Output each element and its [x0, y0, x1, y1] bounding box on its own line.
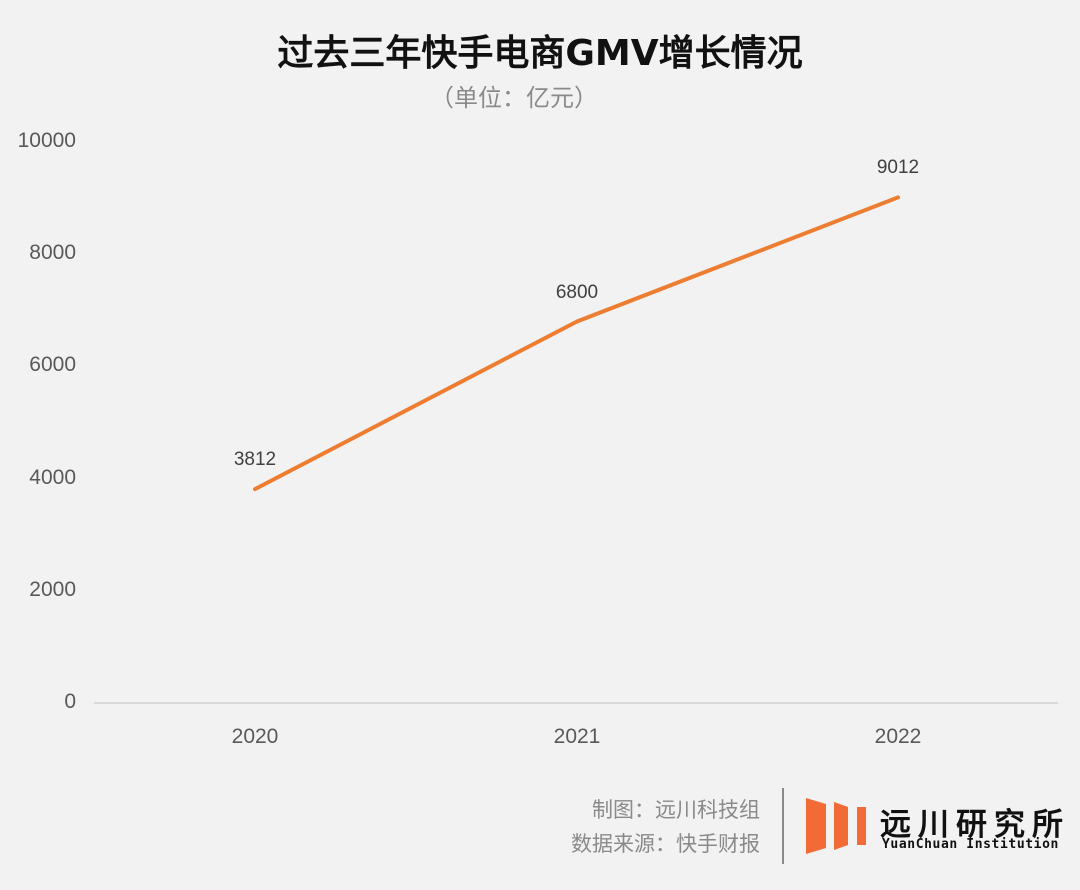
credit-source: 数据来源：快手财报 [571, 832, 760, 856]
chart-title: 过去三年快手电商GMV增长情况 [277, 33, 803, 74]
x-tick-2021: 2021 [553, 725, 601, 748]
credit-maker: 制图：远川科技组 [592, 798, 760, 822]
data-label-2020: 3812 [233, 449, 277, 471]
gmv-line-series [253, 195, 900, 492]
y-tick-4000: 4000 [29, 466, 76, 489]
credits: 制图：远川科技组 数据来源：快手财报 [571, 793, 760, 861]
y-tick-10000: 10000 [17, 129, 76, 152]
chart-subtitle: （单位：亿元） [430, 84, 598, 112]
y-tick-2000: 2000 [29, 578, 76, 601]
y-tick-0: 0 [64, 690, 76, 713]
y-tick-6000: 6000 [29, 353, 76, 376]
logo-text-en: YuanChuan Institution [882, 837, 1059, 852]
data-label-2021: 6800 [555, 281, 599, 303]
footer-divider [782, 788, 784, 864]
x-tick-2020: 2020 [231, 725, 279, 748]
data-label-2022: 9012 [876, 157, 920, 179]
x-tick-2022: 2022 [874, 725, 922, 748]
yuanchuan-logo-icon [806, 798, 866, 854]
logo-text-cn: 远川研究所 [880, 807, 1070, 843]
y-tick-8000: 8000 [29, 241, 76, 264]
